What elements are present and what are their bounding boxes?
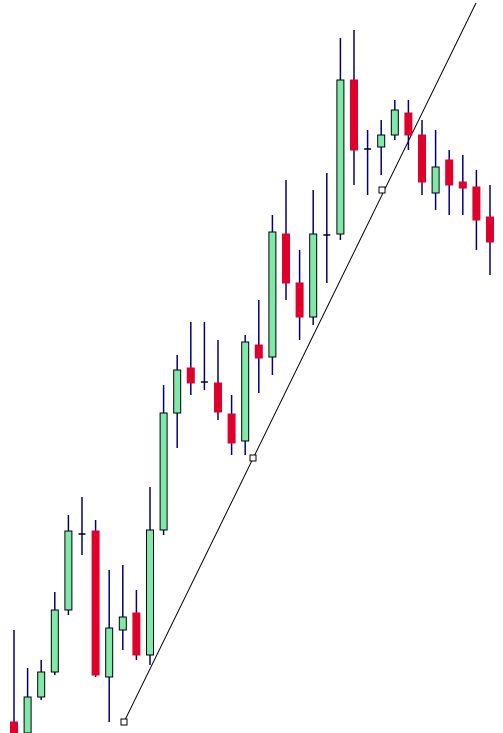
- down-body: [445, 159, 454, 186]
- candle: [472, 170, 481, 250]
- down-body: [254, 344, 263, 359]
- candle: [350, 30, 358, 185]
- candle: [214, 340, 222, 420]
- candle: [241, 335, 250, 455]
- candle: [254, 300, 263, 393]
- up-body: [173, 369, 182, 414]
- candle: [282, 180, 290, 300]
- candle: [23, 668, 32, 733]
- candle: [336, 38, 345, 240]
- candle: [173, 355, 182, 448]
- up-body: [105, 627, 114, 678]
- candle: [132, 590, 141, 660]
- up-body: [64, 530, 73, 611]
- up-body: [431, 166, 440, 194]
- down-body: [486, 216, 494, 243]
- candle: [418, 120, 426, 195]
- candle: [91, 520, 100, 677]
- candle: [37, 660, 46, 700]
- down-body: [91, 530, 100, 676]
- down-body: [132, 612, 141, 656]
- up-body: [37, 671, 46, 698]
- candle: [159, 385, 168, 535]
- up-body: [241, 341, 250, 442]
- up-body: [50, 609, 59, 673]
- trend-anchor: [120, 718, 128, 726]
- candle: [390, 100, 399, 140]
- down-body: [418, 134, 426, 183]
- candle: [309, 190, 318, 325]
- candle: [404, 100, 413, 150]
- down-body: [282, 233, 290, 284]
- down-body: [10, 721, 18, 733]
- up-body: [390, 109, 399, 136]
- candle: [364, 130, 372, 195]
- down-body: [350, 79, 358, 151]
- candle: [186, 322, 195, 395]
- trend-anchor: [249, 454, 257, 462]
- candle: [200, 322, 208, 390]
- down-body: [472, 186, 481, 221]
- candle: [105, 570, 114, 722]
- down-body: [227, 413, 236, 444]
- down-body: [186, 367, 195, 384]
- up-body: [118, 616, 127, 631]
- up-body: [268, 231, 277, 358]
- down-body: [404, 112, 413, 136]
- candle: [227, 395, 236, 455]
- up-body: [336, 79, 345, 235]
- candle: [323, 173, 331, 283]
- down-body: [458, 181, 467, 189]
- candle: [118, 565, 127, 650]
- trend-line-group: [120, 2, 477, 726]
- up-body: [146, 529, 154, 656]
- candle: [458, 155, 467, 215]
- candle: [10, 630, 18, 733]
- candle: [295, 250, 304, 340]
- candle: [486, 185, 494, 275]
- candle: [50, 592, 59, 675]
- down-body: [214, 382, 222, 413]
- candle: [64, 515, 73, 615]
- candle: [146, 487, 154, 665]
- trend-line: [123, 2, 477, 723]
- candle: [268, 215, 277, 375]
- candle: [445, 150, 454, 215]
- down-body: [295, 282, 304, 318]
- trend-anchor: [378, 186, 386, 194]
- candle: [431, 130, 440, 210]
- up-body: [309, 233, 318, 318]
- up-body: [159, 412, 168, 531]
- candle: [78, 497, 86, 555]
- candle: [377, 120, 386, 175]
- up-body: [377, 134, 386, 148]
- up-body: [23, 696, 32, 733]
